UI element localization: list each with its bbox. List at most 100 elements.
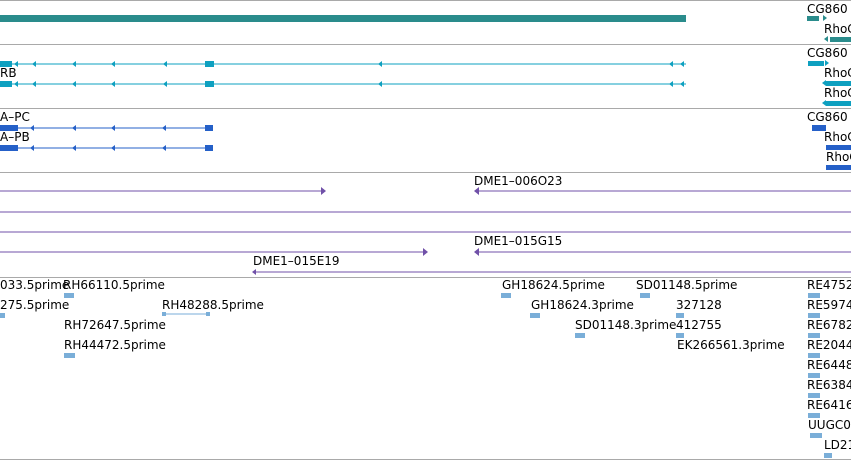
transcript-strand-arrow[interactable]	[825, 60, 829, 66]
est-label[interactable]: RH48288.5prime	[162, 298, 264, 312]
clone-label-015e19[interactable]: DME1–015E19	[253, 254, 340, 268]
transcript-strand-arrow[interactable]	[669, 61, 673, 67]
transcript-strand-arrow[interactable]	[32, 61, 36, 67]
est-label[interactable]: RE6416	[807, 398, 851, 412]
transcript-strand-arrow[interactable]	[822, 100, 826, 106]
est-label[interactable]: SD01148.3prime	[575, 318, 677, 332]
est-block[interactable]	[808, 373, 820, 378]
clone-arrow[interactable]	[474, 248, 479, 256]
est-block[interactable]	[676, 313, 684, 318]
gene-label-rhoc[interactable]: RhoC	[824, 22, 851, 36]
est-label[interactable]: RH66110.5prime	[63, 278, 165, 292]
est-label[interactable]: 327128	[676, 298, 722, 312]
est-block[interactable]	[64, 293, 74, 298]
clone-label-015g15[interactable]: DME1–015G15	[474, 234, 563, 248]
transcript-label-cg860-b[interactable]: CG860	[807, 110, 848, 124]
transcript-exon[interactable]	[0, 81, 12, 87]
transcript-label-rhoc-b2[interactable]: RhoC	[826, 150, 851, 164]
est-block[interactable]	[808, 353, 820, 358]
est-label[interactable]: LD21	[824, 438, 851, 452]
gene-cg860-arrow[interactable]	[823, 15, 827, 21]
transcript-strand-arrow[interactable]	[30, 125, 34, 131]
clone-arrow[interactable]	[423, 248, 428, 256]
gene-rhoc-glyph[interactable]	[830, 37, 851, 42]
transcript-strand-arrow[interactable]	[72, 81, 76, 87]
transcript-label-a-pb[interactable]: A–PB	[0, 130, 30, 144]
est-label[interactable]: SD01148.5prime	[636, 278, 738, 292]
est-label[interactable]: RE6448	[807, 358, 851, 372]
est-label[interactable]: RE6384	[807, 378, 851, 392]
est-block[interactable]	[676, 333, 684, 338]
est-block[interactable]	[0, 313, 5, 318]
transcript-strand-arrow[interactable]	[111, 81, 115, 87]
est-label[interactable]: EK266561.3prime	[677, 338, 785, 352]
est-block[interactable]	[640, 293, 650, 298]
transcript-label-rhoc-1[interactable]: RhoC	[824, 66, 851, 80]
est-label[interactable]: GH18624.5prime	[502, 278, 605, 292]
est-label[interactable]: GH18624.3prime	[531, 298, 634, 312]
est-block[interactable]	[808, 333, 820, 338]
transcript-label-rb[interactable]: RB	[0, 66, 17, 80]
est-block[interactable]	[64, 353, 75, 358]
est-label[interactable]: RE4752	[807, 278, 851, 292]
est-label[interactable]: RH72647.5prime	[64, 318, 166, 332]
clone-arrow[interactable]	[321, 187, 326, 195]
transcript-strand-arrow[interactable]	[111, 61, 115, 67]
transcript-exon[interactable]	[0, 61, 12, 67]
transcript-exon[interactable]	[826, 101, 851, 106]
est-block[interactable]	[808, 293, 820, 298]
transcript-strand-arrow[interactable]	[822, 80, 826, 86]
transcript-label-rhoc-b1[interactable]: RhoC	[824, 130, 851, 144]
est-label[interactable]: RE6782	[807, 318, 851, 332]
transcript-strand-arrow[interactable]	[680, 61, 684, 67]
transcript-strand-arrow[interactable]	[163, 81, 167, 87]
est-block[interactable]	[824, 453, 832, 458]
clone-label-006o23[interactable]: DME1–006O23	[474, 174, 563, 188]
gene-label-cg860[interactable]: CG860	[807, 2, 848, 16]
est-block[interactable]	[808, 393, 820, 398]
est-label[interactable]: 412755	[676, 318, 722, 332]
est-label[interactable]: RE2044	[807, 338, 851, 352]
transcript-exon[interactable]	[205, 81, 214, 87]
est-block[interactable]	[808, 313, 820, 318]
transcript-exon[interactable]	[0, 145, 18, 151]
transcript-strand-arrow[interactable]	[30, 145, 34, 151]
transcript-strand-arrow[interactable]	[14, 61, 18, 67]
transcript-strand-arrow[interactable]	[111, 145, 115, 151]
transcript-strand-arrow[interactable]	[378, 81, 382, 87]
est-label[interactable]: UUGC0	[808, 418, 851, 432]
transcript-strand-arrow[interactable]	[669, 81, 673, 87]
gene-cg860-glyph[interactable]	[807, 16, 819, 21]
est-label[interactable]: RE5974	[807, 298, 851, 312]
clone-arrow[interactable]	[474, 187, 479, 195]
est-label[interactable]: 033.5prime	[0, 278, 70, 292]
transcript-strand-arrow[interactable]	[163, 61, 167, 67]
gene-rhoc-arrow[interactable]	[824, 36, 828, 42]
transcript-exon[interactable]	[0, 125, 18, 131]
est-block[interactable]	[808, 413, 820, 418]
transcript-strand-arrow[interactable]	[14, 81, 18, 87]
transcript-exon[interactable]	[826, 165, 851, 170]
est-block[interactable]	[162, 312, 166, 316]
clone-arrow[interactable]	[252, 269, 256, 275]
est-label[interactable]: RH44472.5prime	[64, 338, 166, 352]
est-block[interactable]	[575, 333, 585, 338]
transcript-exon[interactable]	[205, 125, 213, 131]
transcript-strand-arrow[interactable]	[72, 125, 76, 131]
transcript-exon[interactable]	[826, 145, 851, 150]
gene-span-bar[interactable]	[0, 15, 686, 22]
transcript-label-rhoc-2[interactable]: RhoC	[824, 86, 851, 100]
transcript-exon[interactable]	[205, 145, 213, 151]
est-block[interactable]	[206, 312, 210, 316]
transcript-exon[interactable]	[826, 81, 851, 86]
est-block[interactable]	[530, 313, 540, 318]
transcript-exon[interactable]	[812, 125, 826, 131]
transcript-strand-arrow[interactable]	[378, 61, 382, 67]
transcript-exon[interactable]	[205, 61, 214, 67]
transcript-strand-arrow[interactable]	[162, 125, 166, 131]
transcript-strand-arrow[interactable]	[162, 145, 166, 151]
transcript-exon[interactable]	[808, 61, 824, 66]
transcript-strand-arrow[interactable]	[72, 61, 76, 67]
transcript-label-cg860[interactable]: CG860	[807, 46, 848, 60]
transcript-strand-arrow[interactable]	[680, 81, 684, 87]
